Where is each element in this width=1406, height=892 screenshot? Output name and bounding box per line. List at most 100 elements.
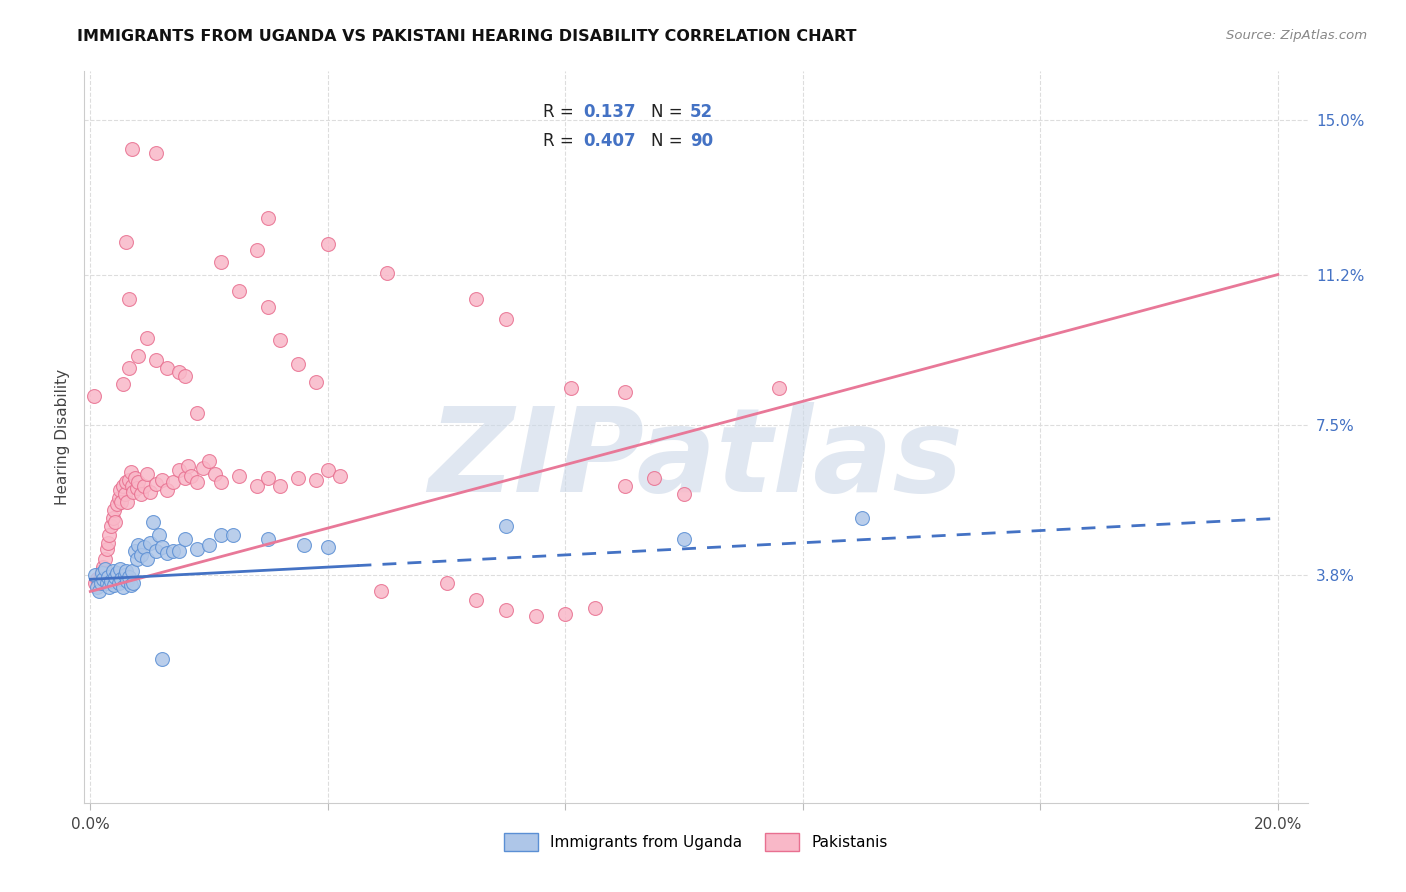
Text: 90: 90 [690, 132, 713, 150]
Point [436, 576, 458, 591]
Text: 0.407: 0.407 [583, 132, 636, 150]
Point [96, 576, 118, 591]
Point [316, 462, 339, 476]
Point [127, 475, 149, 489]
Point [150, 540, 173, 554]
Point [135, 330, 157, 344]
Point [124, 544, 146, 558]
Point [98, 527, 121, 541]
Point [101, 564, 124, 578]
Point [329, 468, 352, 483]
Point [186, 541, 208, 556]
Point [292, 538, 315, 552]
Point [83, 389, 105, 403]
Point [108, 483, 131, 497]
Point [287, 471, 309, 485]
Point [245, 243, 267, 257]
Point [316, 540, 339, 554]
Point [132, 540, 155, 554]
Point [222, 527, 245, 541]
Point [105, 497, 128, 511]
Point [524, 608, 547, 623]
Point [91, 566, 114, 581]
Point [101, 511, 124, 525]
Point [138, 485, 160, 500]
Point [115, 564, 138, 578]
Point [107, 491, 129, 505]
Point [145, 476, 167, 491]
Point [107, 576, 129, 591]
Point [135, 467, 157, 481]
Point [269, 479, 291, 493]
Point [129, 487, 152, 501]
Point [115, 235, 138, 249]
Point [124, 471, 146, 485]
Point [148, 527, 170, 541]
Point [465, 592, 488, 607]
Point [142, 516, 165, 530]
Point [114, 487, 136, 501]
Point [103, 578, 125, 592]
Point [120, 465, 142, 479]
Legend: Immigrants from Uganda, Pakistanis: Immigrants from Uganda, Pakistanis [498, 827, 894, 857]
Point [269, 333, 291, 347]
Point [145, 544, 167, 558]
Point [177, 458, 200, 473]
Point [84, 576, 107, 591]
Point [138, 535, 160, 549]
Point [97, 570, 120, 584]
Point [84, 568, 107, 582]
Text: 0.137: 0.137 [583, 103, 636, 120]
Point [132, 479, 155, 493]
Point [118, 361, 141, 376]
Point [111, 377, 134, 392]
Point [90, 568, 112, 582]
Point [673, 532, 696, 546]
Point [100, 519, 122, 533]
Point [305, 375, 328, 389]
Point [209, 527, 232, 541]
Point [100, 574, 122, 589]
Point [169, 462, 191, 476]
Point [169, 365, 191, 379]
Point [104, 570, 127, 584]
Point [145, 352, 167, 367]
Point [156, 483, 179, 497]
Point [375, 266, 398, 280]
Point [110, 572, 132, 586]
Point [115, 574, 138, 589]
Point [111, 581, 134, 595]
Point [135, 552, 157, 566]
Point [257, 300, 280, 314]
Point [125, 552, 148, 566]
Point [495, 603, 517, 617]
Text: R =: R = [543, 103, 574, 120]
Point [115, 475, 138, 489]
Point [174, 532, 197, 546]
Point [851, 511, 873, 525]
Point [560, 381, 582, 395]
Point [156, 546, 179, 560]
Point [257, 471, 280, 485]
Point [204, 467, 226, 481]
Point [94, 552, 117, 566]
Point [105, 566, 128, 581]
Point [495, 312, 517, 326]
Point [114, 568, 136, 582]
Point [186, 475, 208, 489]
Point [613, 479, 636, 493]
Point [150, 651, 173, 665]
Point [86, 581, 108, 595]
Point [287, 357, 309, 371]
Point [186, 406, 208, 420]
Point [198, 538, 221, 552]
Point [93, 560, 115, 574]
Point [89, 574, 111, 589]
Point [465, 292, 488, 306]
Text: N =: N = [651, 132, 682, 150]
Point [94, 562, 117, 576]
Point [104, 516, 127, 530]
Point [673, 487, 696, 501]
Y-axis label: Hearing Disability: Hearing Disability [55, 369, 70, 505]
Point [118, 292, 141, 306]
